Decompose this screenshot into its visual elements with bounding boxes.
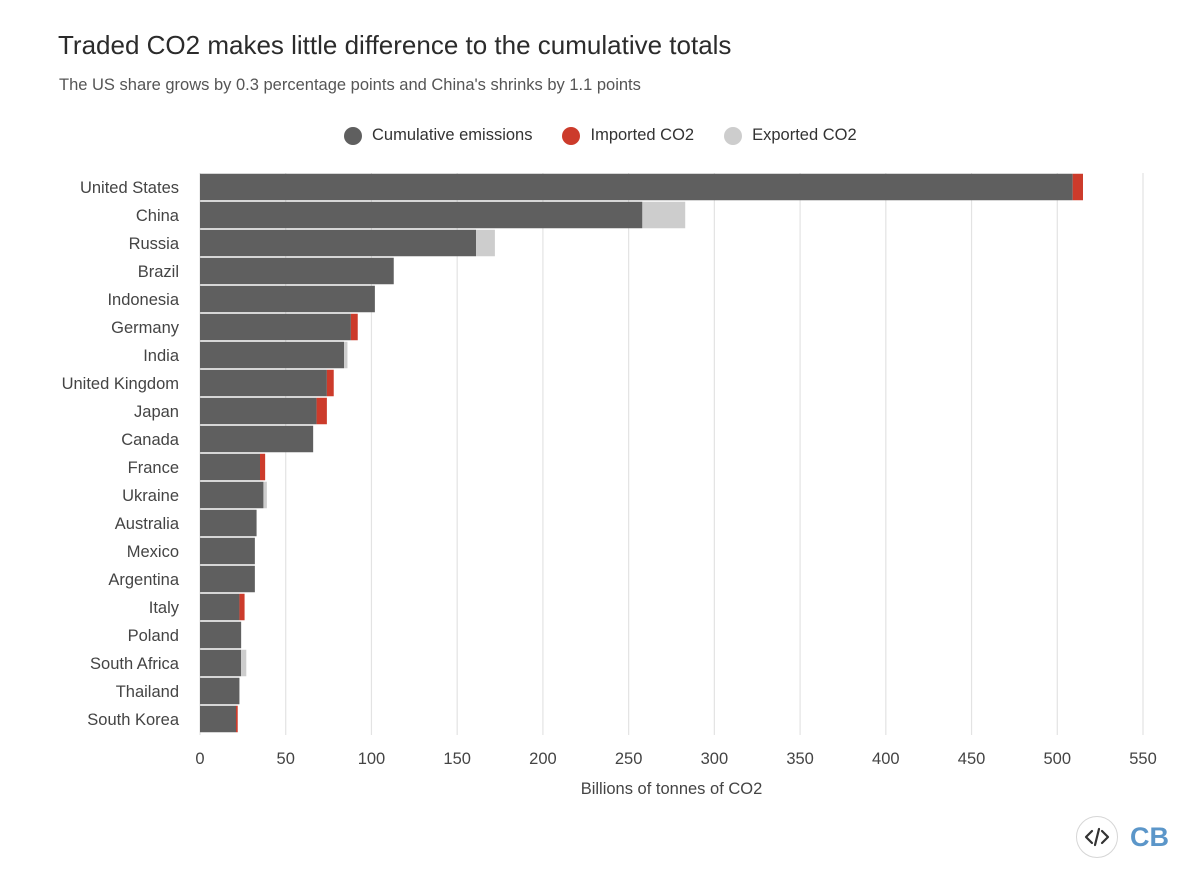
x-tick-label: 0 [195,750,204,768]
legend-label-cumulative: Cumulative emissions [372,126,533,144]
legend-swatch-exported [724,126,743,145]
legend-item-cumulative[interactable]: Cumulative emissions [344,126,532,145]
x-tick-label: 50 [277,750,295,768]
bars [200,173,1083,733]
bar-cumulative[interactable] [200,229,477,257]
bar-cumulative[interactable] [200,173,1073,201]
bar-imported[interactable] [239,593,245,621]
category-label: Mexico [127,543,179,561]
x-tick-label: 100 [358,750,386,768]
category-label: Ukraine [122,487,179,505]
carbon-brief-logo[interactable]: CB [1076,816,1169,858]
legend-label-exported: Exported CO2 [752,126,857,144]
bar-cumulative[interactable] [200,453,261,481]
category-labels: United States China Russia Brazil Indonesia G… [62,179,180,729]
chart-legend: Cumulative emissions Imported CO2 Export… [344,126,857,145]
bar-cumulative[interactable] [200,313,351,341]
x-axis-title: Billions of tonnes of CO2 [581,780,763,798]
bar-cumulative[interactable] [200,369,327,397]
bar-imported[interactable] [350,313,358,341]
gridlines [199,173,1144,735]
bar-imported[interactable] [326,369,334,397]
bar-exported[interactable] [642,201,686,229]
bar-cumulative[interactable] [200,537,255,565]
bar-cumulative[interactable] [200,425,314,453]
bar-cumulative[interactable] [200,621,242,649]
x-tick-label: 450 [958,750,986,768]
bar-cumulative[interactable] [200,285,375,313]
bar-cumulative[interactable] [200,397,317,425]
code-icon [1084,827,1110,847]
category-label: Poland [128,627,179,645]
category-label: Brazil [138,263,179,281]
bar-cumulative[interactable] [200,649,242,677]
bar-cumulative[interactable] [200,341,345,369]
bar-imported[interactable] [236,705,238,733]
x-tick-label: 150 [443,750,471,768]
category-label: Russia [129,235,180,253]
embed-code-button[interactable] [1076,816,1118,858]
category-label: India [143,347,180,365]
legend-label-imported: Imported CO2 [590,126,695,144]
x-tick-label: 250 [615,750,643,768]
category-label: France [128,459,179,477]
x-tick-label: 500 [1044,750,1072,768]
legend-swatch-cumulative [344,126,362,145]
bar-imported[interactable] [260,453,266,481]
x-tick-label: 350 [786,750,814,768]
bar-exported[interactable] [344,341,348,369]
category-label: Indonesia [107,291,179,309]
x-tick-label: 400 [872,750,900,768]
legend-item-imported[interactable]: Imported CO2 [562,126,694,145]
bar-exported[interactable] [241,649,247,677]
category-label: Argentina [108,571,179,589]
category-label: Italy [149,599,180,617]
category-label: United Kingdom [62,375,179,393]
category-label: United States [80,179,179,197]
x-tick-label: 550 [1129,750,1157,768]
category-label: Japan [134,403,179,421]
category-label: South Africa [90,655,180,673]
x-tick-label: 300 [701,750,729,768]
bar-exported[interactable] [476,229,495,257]
legend-item-exported[interactable]: Exported CO2 [724,126,857,145]
category-label: China [136,207,180,225]
x-tick-label: 200 [529,750,557,768]
bar-cumulative[interactable] [200,705,237,733]
category-label: Australia [115,515,180,533]
bar-cumulative[interactable] [200,201,643,229]
x-tick-labels: 0 50 100 150 200 250 300 350 400 450 500 550 [195,750,1156,768]
bar-imported[interactable] [316,397,327,425]
bar-exported[interactable] [263,481,267,509]
category-label: Germany [111,319,180,337]
chart-subtitle: The US share grows by 0.3 percentage poi… [59,76,641,94]
bar-cumulative[interactable] [200,257,394,285]
chart-title: Traded CO2 makes little difference to th… [58,30,732,60]
bar-cumulative[interactable] [200,509,257,537]
legend-swatch-imported [562,126,581,145]
bar-cumulative[interactable] [200,677,240,705]
bar-cumulative[interactable] [200,565,255,593]
bar-cumulative[interactable] [200,481,264,509]
bar-imported[interactable] [1072,173,1083,201]
category-label: South Korea [87,711,180,729]
category-label: Canada [121,431,180,449]
category-label: Thailand [116,683,179,701]
bar-cumulative[interactable] [200,593,240,621]
logo-text: CB [1130,821,1169,852]
